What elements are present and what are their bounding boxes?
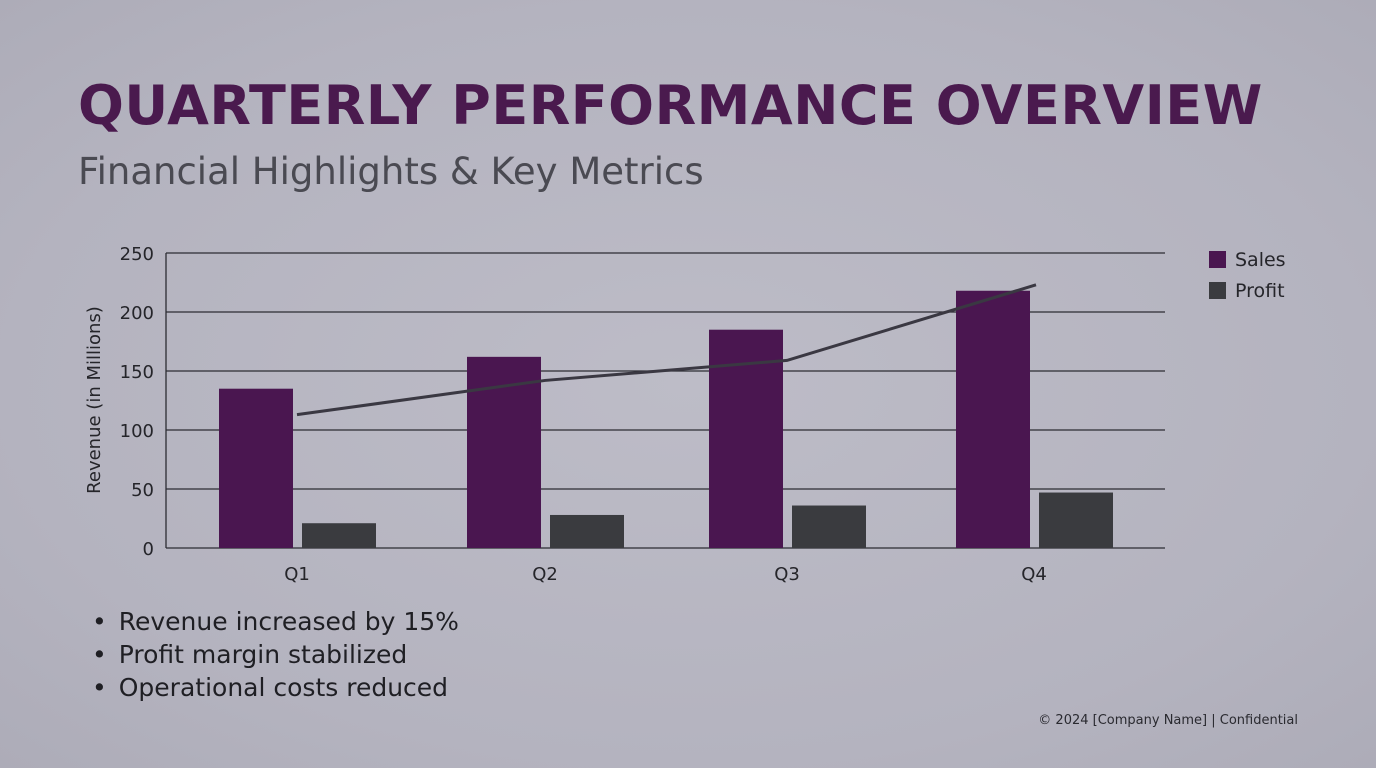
x-tick-label: Q2 bbox=[532, 564, 558, 585]
y-tick-label: 150 bbox=[120, 362, 154, 383]
bar-sales-q4 bbox=[956, 290, 1030, 548]
legend-label-sales: Sales bbox=[1235, 249, 1286, 271]
y-tick-label: 250 bbox=[120, 244, 154, 265]
trend-line bbox=[296, 283, 1037, 417]
y-tick-label: 200 bbox=[120, 303, 154, 324]
bullet-item: Operational costs reduced bbox=[92, 671, 459, 704]
x-tick-label: Q4 bbox=[1021, 564, 1047, 585]
y-axis-label: Revenue (in Millions) bbox=[84, 306, 105, 494]
legend-swatch-sales bbox=[1209, 251, 1226, 268]
bar-profit-q4 bbox=[1039, 492, 1113, 548]
page-subtitle: Financial Highlights & Key Metrics bbox=[78, 150, 704, 193]
y-tick-label: 50 bbox=[131, 480, 154, 501]
x-tick-label: Q3 bbox=[774, 564, 800, 585]
bar-profit-q1 bbox=[302, 523, 376, 548]
bullet-item: Revenue increased by 15% bbox=[92, 605, 459, 638]
y-tick-label: 100 bbox=[120, 421, 154, 442]
legend-label-profit: Profit bbox=[1235, 280, 1285, 302]
legend-swatch-profit bbox=[1209, 282, 1226, 299]
x-tick-label: Q1 bbox=[284, 564, 310, 585]
page-title: QUARTERLY PERFORMANCE OVERVIEW bbox=[78, 74, 1263, 137]
bar-sales-q1 bbox=[219, 388, 293, 548]
bullet-list: Revenue increased by 15% Profit margin s… bbox=[92, 605, 459, 704]
y-tick-label: 0 bbox=[143, 539, 154, 560]
footer: © 2024 [Company Name] | Confidential bbox=[1038, 713, 1298, 728]
bar-profit-q3 bbox=[792, 505, 866, 548]
bullet-item: Profit margin stabilized bbox=[92, 638, 459, 671]
bar-profit-q2 bbox=[550, 514, 624, 548]
